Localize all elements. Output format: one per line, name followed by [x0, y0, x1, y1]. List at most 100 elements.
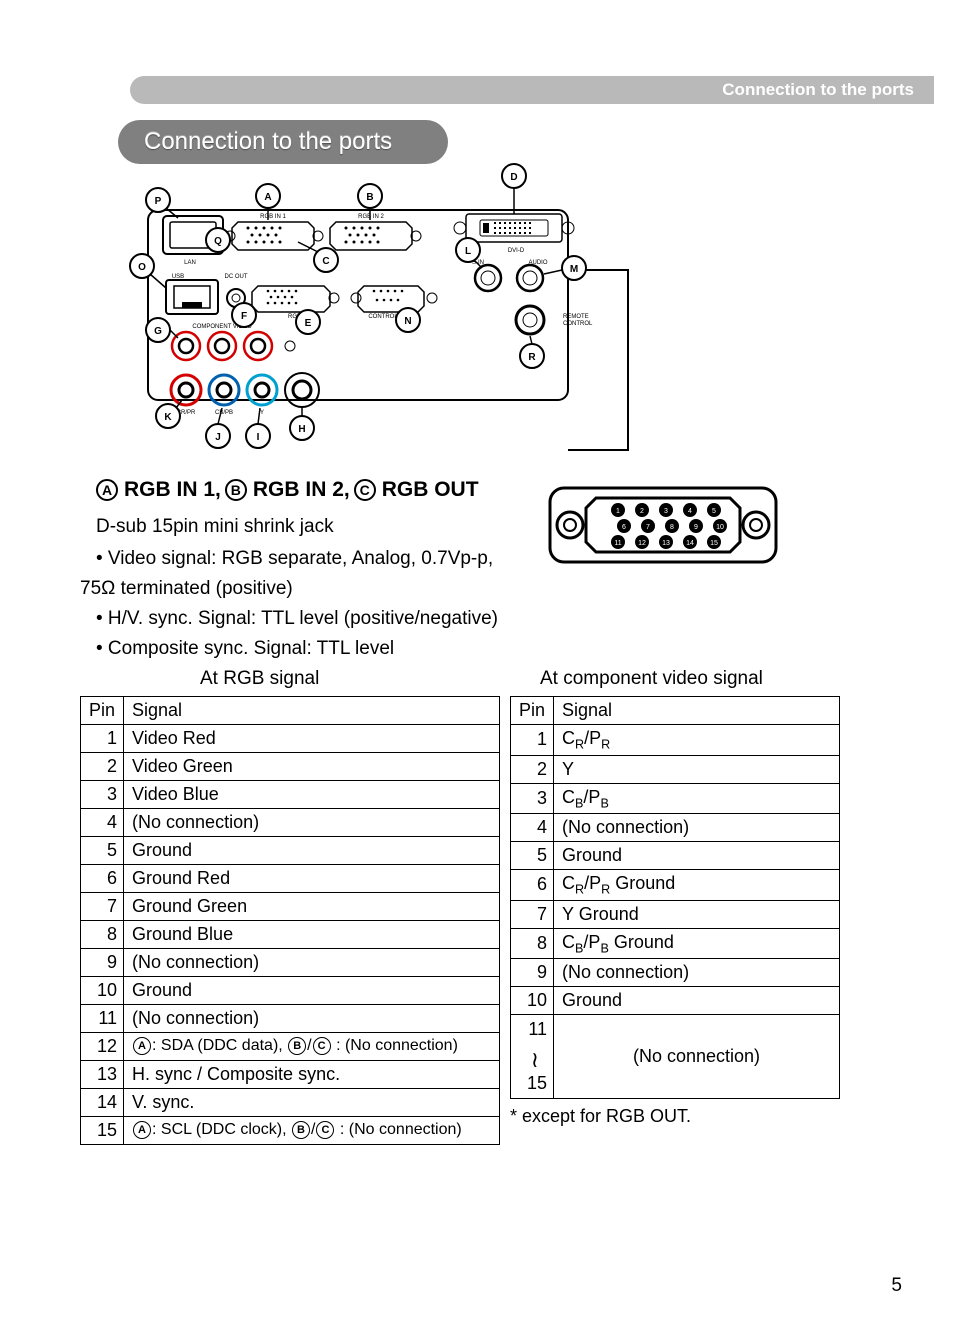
svg-text:6: 6: [622, 524, 626, 531]
table-cell: 6: [81, 865, 124, 893]
letter-b-icon: B: [225, 479, 247, 501]
table-cell: 6: [511, 870, 554, 901]
th-signal: Signal: [554, 697, 840, 725]
letter-b-icon: B: [288, 1037, 306, 1055]
svg-text:7: 7: [646, 524, 650, 531]
txt: : SDA (DDC data),: [152, 1038, 287, 1055]
svg-text:L: L: [465, 246, 471, 257]
table-cell: 9: [81, 949, 124, 977]
letter-c-icon: C: [316, 1121, 334, 1139]
svg-text:K: K: [164, 412, 172, 423]
th-pin: Pin: [511, 697, 554, 725]
body-l4: • H/V. sync. Signal: TTL level (positive…: [96, 604, 596, 633]
svg-text:CONTROL: CONTROL: [563, 321, 593, 327]
svg-text:RGB IN 2: RGB IN 2: [358, 214, 384, 220]
txt: : (No connection): [335, 1122, 461, 1139]
table-cell: CR/PR: [554, 725, 840, 756]
th-signal: Signal: [124, 697, 500, 725]
svg-text:15: 15: [710, 540, 718, 547]
svg-text:8: 8: [670, 524, 674, 531]
svg-text:F: F: [241, 311, 247, 322]
svg-text:CONTROL: CONTROL: [368, 314, 398, 320]
table-cell: V. sync.: [124, 1089, 500, 1117]
table-cell: (No connection): [124, 1005, 500, 1033]
svg-text:D: D: [510, 172, 517, 183]
svg-text:3: 3: [664, 508, 668, 515]
svg-text:G: G: [154, 326, 162, 337]
table-cell: 8: [511, 928, 554, 959]
table-cell: 10: [511, 987, 554, 1015]
section-pill-text: Connection to the ports: [144, 128, 392, 155]
table-cell: 5: [511, 842, 554, 870]
table-cell: 12: [81, 1033, 124, 1061]
table-cell: 2: [511, 755, 554, 783]
table-cell-row15: A: SCL (DDC clock), B/C : (No connection…: [124, 1117, 500, 1145]
left-caption: At RGB signal: [200, 668, 319, 690]
svg-text:2: 2: [640, 508, 644, 515]
wr-icon: ≀: [531, 1047, 539, 1073]
heading-part-3: RGB OUT: [382, 478, 479, 502]
body-l2: • Video signal: RGB separate, Analog, 0.…: [96, 544, 496, 573]
svg-text:P: P: [155, 196, 162, 207]
svg-text:Y: Y: [260, 410, 264, 416]
svg-text:12: 12: [638, 540, 646, 547]
table-cell: Video Red: [124, 725, 500, 753]
component-signal-table: Pin Signal 1 CR/PR 2Y 3 CB/PB 4(No conne…: [510, 696, 840, 1099]
svg-text:LAN: LAN: [184, 260, 196, 266]
svg-text:AUDIO: AUDIO: [528, 260, 547, 266]
table-cell: 2: [81, 753, 124, 781]
svg-text:4: 4: [688, 508, 692, 515]
table-cell: H. sync / Composite sync.: [124, 1061, 500, 1089]
svg-text:M: M: [570, 264, 578, 275]
table-cell-row12: A: SDA (DDC data), B/C : (No connection): [124, 1033, 500, 1061]
svg-text:USB: USB: [172, 274, 184, 280]
pin-15: 15: [527, 1073, 547, 1094]
table-cell: Ground: [554, 987, 840, 1015]
table-cell: Ground: [124, 977, 500, 1005]
svg-text:DC OUT: DC OUT: [225, 274, 248, 280]
table-cell: Ground: [124, 837, 500, 865]
table-cell: (No connection): [124, 949, 500, 977]
dsub-connector-icon: 1 2 3 4 5 6 7 8 9 10 11 12 13 14 15: [548, 478, 778, 578]
svg-text:H: H: [298, 424, 305, 435]
letter-c-icon: C: [313, 1037, 331, 1055]
section-heading: A RGB IN 1, B RGB IN 2, C RGB OUT: [96, 478, 479, 502]
svg-text:5: 5: [712, 508, 716, 515]
table-cell: 9: [511, 959, 554, 987]
table-cell: 5: [81, 837, 124, 865]
svg-text:1: 1: [616, 508, 620, 515]
table-cell: CR/PR Ground: [554, 870, 840, 901]
heading-part-1: RGB IN 1,: [124, 478, 221, 502]
txt: : SCL (DDC clock),: [152, 1122, 291, 1139]
table-cell: Video Green: [124, 753, 500, 781]
table-cell: (No connection): [554, 1015, 840, 1099]
footnote: * except for RGB OUT.: [510, 1106, 691, 1127]
table-cell: 1: [511, 725, 554, 756]
body-l5: • Composite sync. Signal: TTL level: [96, 634, 596, 663]
svg-text:Q: Q: [214, 236, 222, 247]
table-cell: (No connection): [554, 959, 840, 987]
table-cell: Ground Green: [124, 893, 500, 921]
table-cell: (No connection): [124, 809, 500, 837]
table-cell: 13: [81, 1061, 124, 1089]
svg-text:14: 14: [686, 540, 694, 547]
txt: : (No connection): [332, 1038, 458, 1055]
right-caption: At component video signal: [540, 668, 763, 690]
svg-text:DVI-D: DVI-D: [508, 248, 525, 254]
svg-text:RGB IN 1: RGB IN 1: [260, 214, 286, 220]
svg-text:I: I: [257, 432, 260, 443]
table-cell: 4: [511, 814, 554, 842]
body-l1: D-sub 15pin mini shrink jack: [96, 512, 496, 541]
table-cell: 11 ≀ 15: [511, 1015, 554, 1099]
table-cell: 4: [81, 809, 124, 837]
section-pill: Connection to the ports: [118, 120, 448, 164]
svg-text:E: E: [305, 318, 312, 329]
svg-text:REMOTE: REMOTE: [563, 314, 589, 320]
table-cell: CB/PB Ground: [554, 928, 840, 959]
header-bar: Connection to the ports: [130, 76, 934, 104]
table-cell: (No connection): [554, 814, 840, 842]
table-cell: Ground Blue: [124, 921, 500, 949]
letter-a-icon: A: [133, 1037, 151, 1055]
table-cell: 8: [81, 921, 124, 949]
svg-text:C: C: [322, 256, 329, 267]
